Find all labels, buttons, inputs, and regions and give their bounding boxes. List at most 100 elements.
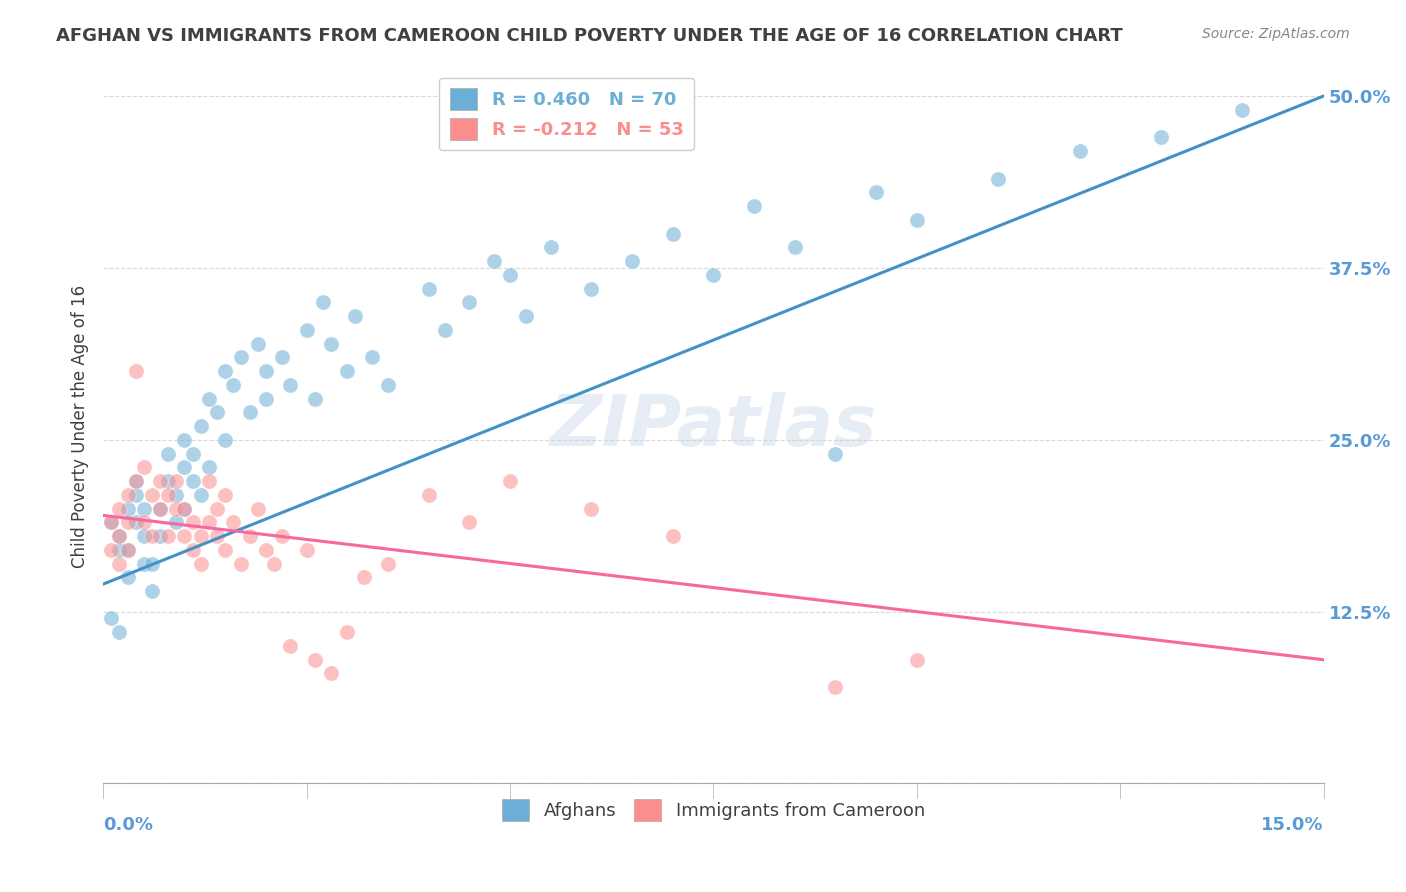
Point — [515, 309, 537, 323]
Point — [205, 501, 228, 516]
Point — [418, 281, 440, 295]
Point — [581, 281, 603, 295]
Point — [141, 488, 163, 502]
Point — [824, 446, 846, 460]
Point — [108, 625, 131, 640]
Point — [702, 268, 724, 282]
Point — [124, 474, 146, 488]
Point — [190, 529, 212, 543]
Point — [190, 488, 212, 502]
Point — [905, 212, 928, 227]
Point — [117, 515, 139, 529]
Point — [499, 474, 522, 488]
Point — [239, 529, 262, 543]
Point — [661, 227, 683, 241]
Point — [418, 488, 440, 502]
Point — [239, 405, 262, 419]
Point — [824, 680, 846, 694]
Point — [173, 529, 195, 543]
Point — [581, 501, 603, 516]
Point — [124, 364, 146, 378]
Point — [231, 351, 253, 365]
Point — [132, 501, 155, 516]
Point — [100, 515, 122, 529]
Point — [117, 570, 139, 584]
Point — [198, 392, 221, 406]
Point — [458, 515, 481, 529]
Point — [246, 501, 269, 516]
Point — [295, 323, 318, 337]
Point — [157, 474, 180, 488]
Point — [149, 529, 172, 543]
Point — [360, 351, 382, 365]
Point — [621, 254, 644, 268]
Point — [108, 557, 131, 571]
Point — [141, 557, 163, 571]
Point — [117, 488, 139, 502]
Point — [181, 446, 204, 460]
Point — [190, 419, 212, 434]
Point — [141, 529, 163, 543]
Point — [108, 542, 131, 557]
Point — [165, 474, 187, 488]
Point — [117, 501, 139, 516]
Y-axis label: Child Poverty Under the Age of 16: Child Poverty Under the Age of 16 — [72, 285, 89, 567]
Text: 15.0%: 15.0% — [1261, 815, 1323, 834]
Point — [173, 460, 195, 475]
Point — [254, 542, 277, 557]
Point — [304, 653, 326, 667]
Point — [157, 488, 180, 502]
Point — [482, 254, 505, 268]
Point — [165, 515, 187, 529]
Point — [336, 625, 359, 640]
Point — [173, 433, 195, 447]
Point — [124, 474, 146, 488]
Point — [540, 240, 562, 254]
Point — [433, 323, 456, 337]
Point — [132, 515, 155, 529]
Point — [353, 570, 375, 584]
Point — [165, 488, 187, 502]
Point — [987, 171, 1010, 186]
Point — [205, 529, 228, 543]
Point — [165, 501, 187, 516]
Point — [661, 529, 683, 543]
Point — [336, 364, 359, 378]
Point — [905, 653, 928, 667]
Point — [117, 542, 139, 557]
Point — [132, 557, 155, 571]
Point — [312, 295, 335, 310]
Point — [108, 501, 131, 516]
Point — [124, 488, 146, 502]
Point — [377, 557, 399, 571]
Point — [132, 529, 155, 543]
Point — [304, 392, 326, 406]
Point — [278, 377, 301, 392]
Point — [231, 557, 253, 571]
Point — [117, 542, 139, 557]
Point — [108, 529, 131, 543]
Text: ZIPatlas: ZIPatlas — [550, 392, 877, 460]
Point — [271, 529, 294, 543]
Point — [205, 405, 228, 419]
Point — [222, 515, 245, 529]
Point — [100, 611, 122, 625]
Point — [1069, 144, 1091, 158]
Point — [149, 501, 172, 516]
Point — [377, 377, 399, 392]
Point — [214, 433, 236, 447]
Point — [295, 542, 318, 557]
Point — [108, 529, 131, 543]
Point — [254, 392, 277, 406]
Legend: Afghans, Immigrants from Cameroon: Afghans, Immigrants from Cameroon — [491, 788, 936, 831]
Point — [181, 542, 204, 557]
Point — [124, 515, 146, 529]
Point — [865, 186, 887, 200]
Point — [141, 584, 163, 599]
Point — [254, 364, 277, 378]
Text: Source: ZipAtlas.com: Source: ZipAtlas.com — [1202, 27, 1350, 41]
Point — [132, 460, 155, 475]
Point — [499, 268, 522, 282]
Point — [246, 336, 269, 351]
Point — [1150, 130, 1173, 145]
